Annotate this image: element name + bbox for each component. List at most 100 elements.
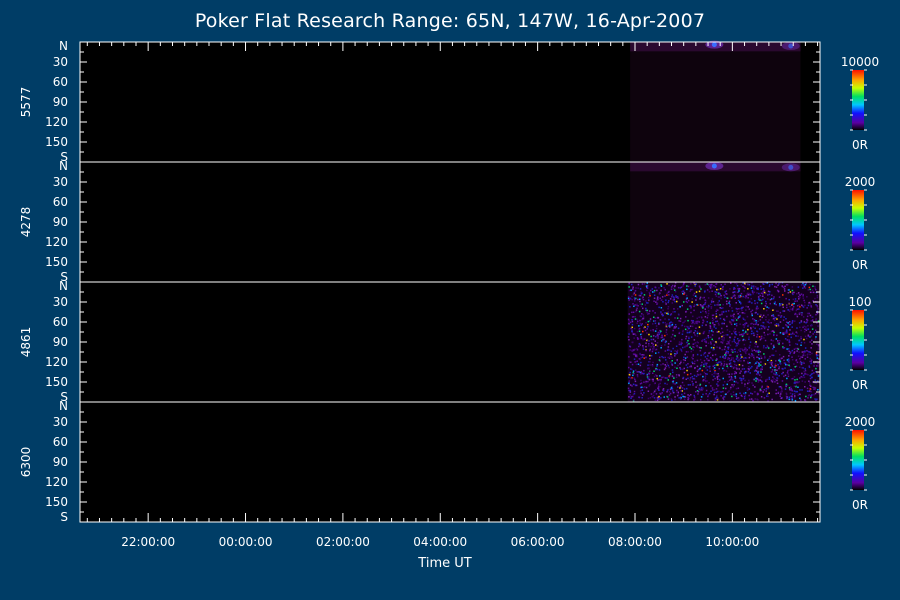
noise-pixel [665,331,667,333]
noise-pixel [706,373,708,375]
noise-pixel [706,359,709,362]
noise-pixel [768,322,770,324]
noise-pixel [750,323,752,325]
noise-pixel [759,315,761,318]
y-tick-label: N [59,159,68,173]
noise-pixel [742,312,745,314]
noise-pixel [696,353,699,356]
noise-pixel [649,349,651,352]
noise-pixel [703,359,706,362]
noise-pixel [704,373,707,375]
noise-pixel [693,343,695,345]
noise-pixel [634,298,636,301]
noise-pixel [675,326,677,328]
noise-pixel [704,310,707,313]
noise-pixel [668,357,671,359]
noise-pixel [716,291,718,294]
noise-pixel [768,326,770,328]
noise-pixel [788,359,791,362]
noise-pixel [632,370,635,372]
noise-pixel [750,348,753,350]
noise-pixel [745,347,747,350]
noise-pixel [664,295,666,297]
noise-pixel [656,332,659,334]
noise-pixel [797,386,799,388]
noise-pixel [712,359,714,361]
noise-pixel [758,357,760,359]
noise-pixel [646,282,648,284]
noise-pixel [680,324,683,327]
noise-pixel [791,389,793,391]
noise-pixel [674,353,676,355]
noise-pixel [799,377,801,379]
noise-pixel [749,362,751,364]
noise-pixel [802,295,804,297]
noise-pixel [798,312,801,314]
noise-pixel [724,283,726,285]
noise-pixel [628,366,630,369]
noise-pixel [757,296,760,298]
noise-pixel [660,284,662,286]
noise-pixel [797,286,800,288]
noise-pixel [741,364,744,367]
noise-pixel [741,382,743,384]
noise-pixel [802,293,804,296]
noise-pixel [634,318,637,320]
noise-pixel [709,285,711,288]
noise-pixel [672,381,674,383]
noise-pixel [727,357,729,359]
noise-pixel [790,369,792,371]
noise-pixel [757,287,759,289]
noise-pixel [659,360,661,362]
noise-pixel [761,321,764,324]
noise-pixel [696,390,699,392]
noise-pixel [682,330,684,333]
noise-pixel [734,336,736,338]
noise-pixel [796,332,798,334]
noise-pixel [647,380,649,383]
noise-pixel [718,304,720,306]
noise-pixel [730,378,732,381]
noise-pixel [773,346,775,348]
noise-pixel [782,303,784,306]
noise-pixel [716,331,719,333]
noise-pixel [718,324,720,326]
noise-pixel [816,310,819,313]
noise-pixel [702,305,704,307]
noise-pixel [639,298,641,300]
noise-pixel [642,354,644,356]
noise-pixel [671,369,674,371]
noise-pixel [654,399,657,401]
noise-pixel [791,304,793,306]
noise-pixel [784,362,787,365]
noise-pixel [653,316,655,318]
noise-pixel [813,331,816,333]
noise-pixel [730,297,733,299]
noise-pixel [675,382,678,384]
noise-pixel [715,342,717,344]
noise-pixel [740,357,742,359]
noise-pixel [634,290,636,293]
noise-pixel [656,345,659,347]
noise-pixel [714,369,716,372]
noise-pixel [690,319,693,322]
noise-pixel [765,309,768,312]
noise-pixel [721,312,723,315]
noise-pixel [652,330,655,332]
noise-pixel [700,316,703,318]
noise-pixel [805,328,808,330]
noise-pixel [756,351,759,353]
noise-pixel [773,296,775,298]
noise-pixel [711,317,714,319]
noise-pixel [771,348,774,350]
noise-pixel [804,372,806,375]
noise-pixel [687,299,690,302]
noise-pixel [786,364,789,366]
noise-pixel [744,392,747,394]
noise-pixel [706,369,709,371]
noise-pixel [648,378,651,381]
noise-pixel [727,358,729,360]
noise-pixel [633,349,635,351]
noise-pixel [637,338,639,340]
noise-pixel [732,316,735,318]
